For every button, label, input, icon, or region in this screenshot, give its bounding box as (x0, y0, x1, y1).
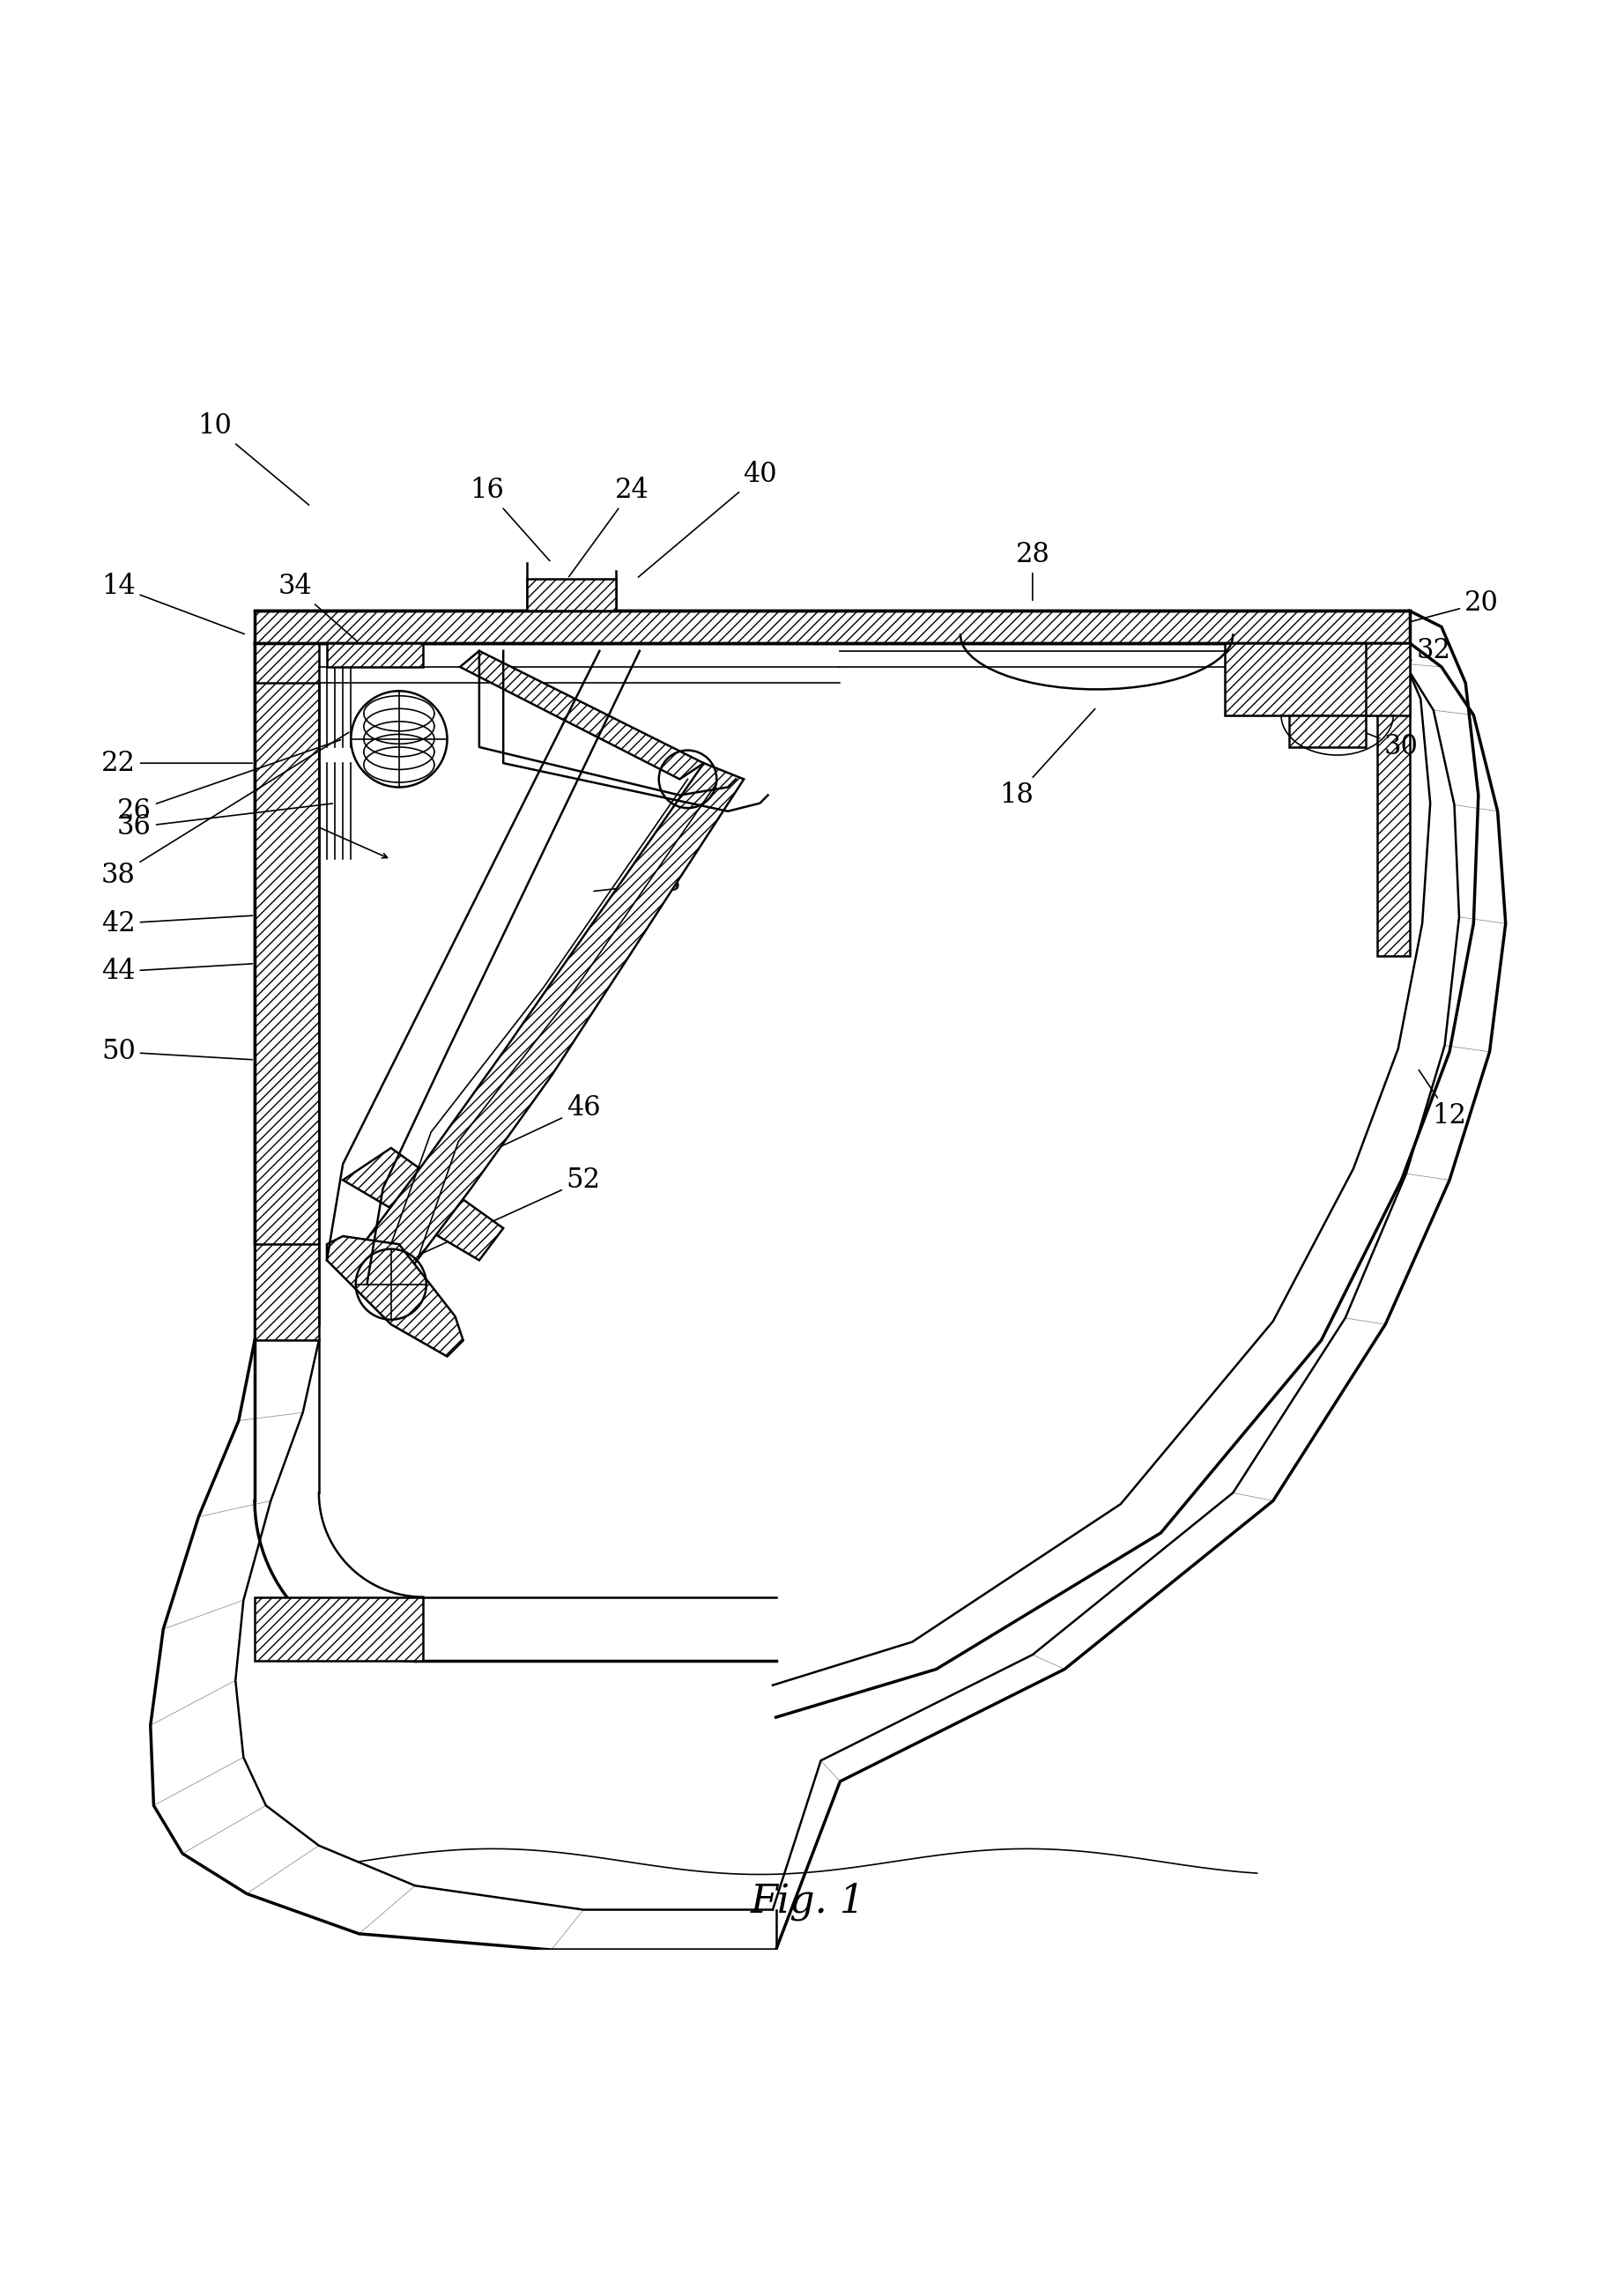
Text: 40: 40 (638, 461, 777, 576)
Bar (1377, 643, 1409, 955)
Text: 32: 32 (1380, 638, 1451, 675)
Bar (255, 682, 318, 1244)
Bar (255, 643, 318, 1341)
Text: 34: 34 (278, 574, 357, 641)
Text: 36: 36 (118, 804, 333, 840)
Text: 24: 24 (569, 478, 648, 576)
Text: 50: 50 (102, 1038, 252, 1065)
Text: 14: 14 (102, 574, 244, 634)
Text: 20: 20 (1412, 590, 1498, 622)
Polygon shape (326, 1235, 464, 1357)
Bar (1225, 643, 1369, 714)
Bar (1366, 643, 1409, 714)
Bar (326, 643, 423, 666)
Bar (255, 611, 1409, 643)
Text: 42: 42 (102, 909, 252, 937)
Bar (527, 579, 616, 611)
Text: 44: 44 (102, 957, 252, 985)
Text: 26: 26 (118, 739, 341, 824)
Text: 18: 18 (999, 709, 1096, 808)
Text: 28: 28 (1015, 542, 1050, 599)
Polygon shape (343, 1148, 503, 1261)
Text: 22: 22 (102, 748, 252, 776)
Polygon shape (351, 762, 743, 1283)
Text: 52: 52 (409, 1166, 601, 1258)
Text: 48: 48 (595, 870, 680, 898)
Text: 38: 38 (102, 732, 349, 889)
Text: Fig. 1: Fig. 1 (750, 1883, 866, 1922)
Text: 30: 30 (1364, 732, 1419, 760)
Polygon shape (461, 650, 703, 778)
Text: 46: 46 (465, 1095, 601, 1164)
Bar (255, 1598, 423, 1660)
Text: 12: 12 (1419, 1070, 1467, 1130)
Text: 16: 16 (470, 478, 549, 560)
Bar (1290, 714, 1366, 746)
Text: 10: 10 (197, 413, 309, 505)
